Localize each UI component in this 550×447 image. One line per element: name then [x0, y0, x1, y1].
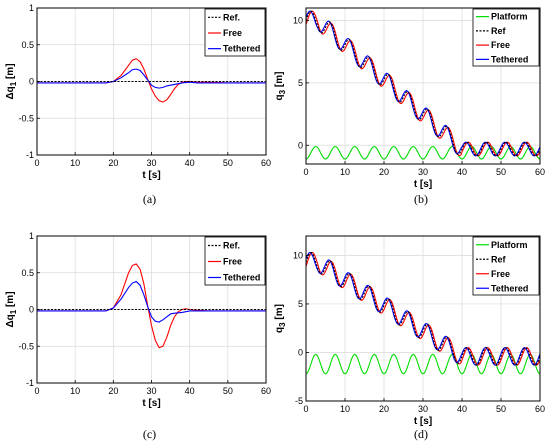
y-tick-label: 0 — [29, 305, 34, 315]
legend-label: Platform — [491, 12, 528, 22]
series-line-ref — [306, 10, 540, 157]
x-tick-label: 30 — [146, 158, 156, 168]
x-tick-label: 60 — [261, 158, 271, 168]
x-tick-label: 50 — [496, 167, 506, 177]
legend-label: Tethered — [491, 54, 528, 64]
series-line-tethered — [37, 280, 266, 323]
y-tick-label: -5 — [295, 396, 303, 406]
x-tick-label: 40 — [185, 158, 195, 168]
legend-label: Free — [491, 40, 510, 50]
x-tick-label: 0 — [34, 386, 39, 396]
x-tick-label: 60 — [261, 386, 271, 396]
x-tick-label: 10 — [340, 167, 350, 177]
chart-c: 0 10 20 30 40 50 60 -1 -0.5 0 0.5 1 t [s] Δq1 [m] Ref.… — [5, 231, 271, 441]
y-tick-label: 10 — [293, 15, 303, 25]
legend-label: Tethered — [491, 283, 528, 293]
legend-box — [472, 8, 540, 67]
x-axis-label: t [s] — [142, 170, 160, 181]
x-axis-label: t [s] — [414, 416, 432, 427]
x-tick-label: 60 — [535, 404, 545, 414]
x-tick-label: 50 — [223, 158, 233, 168]
x-tick-label: 40 — [457, 404, 467, 414]
y-tick-label: 1 — [29, 231, 34, 241]
y-tick-label: 10 — [293, 250, 303, 260]
series-line-tethered — [306, 251, 540, 366]
x-tick-label: 40 — [457, 167, 467, 177]
legend-label: Tethered — [223, 273, 260, 283]
series-line-free — [37, 263, 266, 349]
legend: Ref. Free Tethered — [204, 236, 266, 286]
y-tick-label: -0.5 — [18, 113, 34, 123]
panel-caption: (c) — [143, 427, 156, 441]
series-line-tethered — [37, 68, 266, 89]
y-tick-label: 5 — [298, 78, 303, 88]
x-tick-label: 10 — [70, 158, 80, 168]
x-tick-label: 30 — [146, 386, 156, 396]
x-tick-label: 0 — [303, 167, 308, 177]
y-tick-label: -0.5 — [18, 341, 34, 351]
y-tick-label: 0.5 — [21, 40, 34, 50]
y-tick-label: 0 — [29, 77, 34, 87]
series-line-free — [37, 58, 266, 103]
x-tick-label: 60 — [535, 167, 545, 177]
y-tick-label: -1 — [26, 378, 34, 388]
legend-label: Ref — [491, 26, 507, 36]
legend-label: Ref. — [223, 241, 240, 251]
y-tick-label: 0 — [298, 140, 303, 150]
y-tick-label: 0 — [298, 347, 303, 357]
y-axis-label: Δq1 [m] — [5, 291, 18, 327]
y-axis-label: Δq1 [m] — [5, 63, 18, 99]
chart-b: 0 10 20 30 40 50 60 0 5 10 t [s] q3 [m] Platform Ref F… — [274, 7, 545, 206]
x-tick-label: 30 — [418, 404, 428, 414]
y-axis-label: q3 [m] — [274, 304, 287, 333]
legend: Platform Ref Free Tethered — [472, 8, 540, 67]
x-tick-label: 20 — [379, 167, 389, 177]
legend-label: Ref — [491, 254, 507, 264]
legend-label: Free — [223, 257, 242, 267]
series-line-platform — [306, 145, 540, 160]
x-axis-label: t [s] — [414, 179, 432, 190]
x-tick-label: 10 — [340, 404, 350, 414]
x-tick-label: 10 — [70, 386, 80, 396]
legend: Platform Ref Free Tethered — [472, 236, 540, 296]
y-tick-label: 5 — [298, 299, 303, 309]
panel-caption: (b) — [414, 192, 428, 206]
x-tick-label: 20 — [379, 404, 389, 414]
y-tick-label: -1 — [26, 150, 34, 160]
x-tick-label: 50 — [223, 386, 233, 396]
x-tick-label: 20 — [108, 386, 118, 396]
x-tick-label: 0 — [34, 158, 39, 168]
panel-caption: (d) — [414, 427, 428, 441]
series-line-tethered — [306, 10, 540, 157]
series-line-free — [306, 10, 540, 157]
y-axis-label: q3 [m] — [274, 72, 287, 101]
x-tick-label: 20 — [108, 158, 118, 168]
legend-label: Free — [491, 269, 510, 279]
y-tick-label: 0.5 — [21, 268, 34, 278]
legend-box — [472, 236, 540, 296]
legend: Ref. Free Tethered — [204, 8, 266, 57]
x-tick-label: 50 — [496, 404, 506, 414]
legend-label: Ref. — [223, 12, 240, 22]
x-tick-label: 0 — [303, 404, 308, 414]
legend-label: Tethered — [223, 44, 260, 54]
series-line-ref — [306, 251, 540, 366]
series-line-platform — [306, 353, 540, 375]
legend-label: Free — [223, 28, 242, 38]
legend-label: Platform — [491, 240, 528, 250]
series-line-free — [306, 252, 540, 366]
y-tick-label: 1 — [29, 3, 34, 13]
x-axis-label: t [s] — [142, 398, 160, 409]
x-tick-label: 40 — [185, 386, 195, 396]
chart-a: 0 10 20 30 40 50 60 -1 -0.5 0 0.5 1 t [s] Δq1 [m] Ref.… — [5, 3, 271, 206]
panel-caption: (a) — [143, 192, 156, 206]
x-tick-label: 30 — [418, 167, 428, 177]
